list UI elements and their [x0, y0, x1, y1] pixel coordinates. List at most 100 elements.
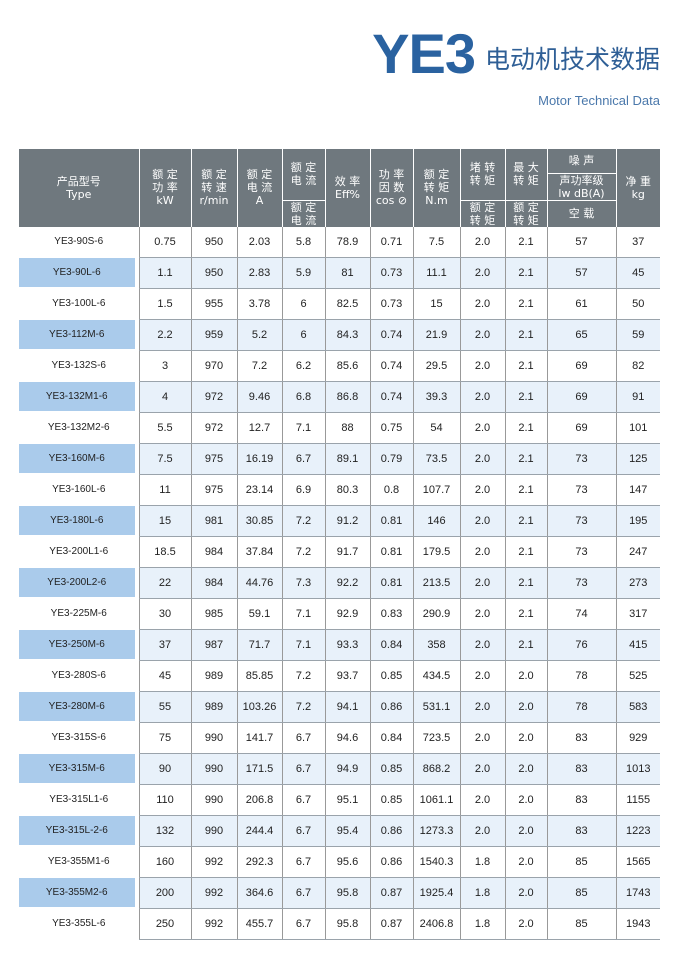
table-row: YE3-225M-6 30 985 59.1 7.1 92.9 0.83 290.9 2.0 2.… — [19, 598, 660, 630]
value-cell: 84.3 — [324, 319, 370, 351]
value-cell: 2.1 — [504, 567, 547, 599]
value-cell: 83 — [546, 753, 616, 785]
table-row: YE3-355M1-6 160 992 292.3 6.7 95.6 0.86 1540.3 1… — [19, 846, 660, 878]
value-cell: 2.0 — [459, 381, 505, 413]
value-cell: 2.0 — [459, 536, 505, 568]
value-cell: 9.46 — [236, 381, 282, 413]
value-cell: 2.0 — [504, 784, 547, 816]
model-label: YE3-100L-6 — [52, 298, 106, 309]
value-cell: 39.3 — [412, 381, 460, 413]
value-cell: 94.9 — [324, 753, 370, 785]
value-cell: 74 — [546, 598, 616, 630]
value-cell: 2.1 — [504, 505, 547, 537]
value-cell: 85.85 — [236, 660, 282, 692]
value-cell: 990 — [190, 753, 237, 785]
value-cell: 85 — [546, 846, 616, 878]
model-cell: YE3-90L-6 — [19, 257, 139, 288]
value-cell: 7.2 — [281, 691, 325, 723]
model-cell: YE3-280S-6 — [19, 660, 139, 691]
table-row: YE3-315L-2-6 132 990 244.4 6.7 95.4 0.86 1273.3… — [19, 815, 660, 847]
value-cell: 2.0 — [504, 753, 547, 785]
col-eff: 效 率 Eff% — [324, 149, 370, 227]
model-label: YE3-315L-2-6 — [19, 816, 135, 845]
value-cell: 73.5 — [412, 443, 460, 475]
value-cell: 11.1 — [412, 257, 460, 289]
col-mt-bot: 额 定转 矩 — [504, 200, 547, 227]
value-cell: 0.86 — [369, 846, 413, 878]
model-label: YE3-355L-6 — [52, 918, 106, 929]
model-label: YE3-200L2-6 — [19, 568, 135, 597]
value-cell: 73 — [546, 536, 616, 568]
model-cell: YE3-315L-2-6 — [19, 815, 139, 846]
value-cell: 78 — [546, 660, 616, 692]
table-row: YE3-315S-6 75 990 141.7 6.7 94.6 0.84 723.5 2.0 2… — [19, 722, 660, 754]
value-cell: 29.5 — [412, 350, 460, 382]
value-cell: 0.81 — [369, 567, 413, 599]
value-cell: 2.1 — [504, 257, 547, 289]
value-cell: 415 — [615, 629, 660, 661]
value-cell: 92.9 — [324, 598, 370, 630]
value-cell: 37.84 — [236, 536, 282, 568]
value-cell: 6.7 — [281, 846, 325, 878]
value-cell: 0.87 — [369, 908, 413, 940]
value-cell: 7.2 — [281, 505, 325, 537]
value-cell: 0.85 — [369, 784, 413, 816]
model-label: YE3-160M-6 — [19, 444, 135, 473]
value-cell: 317 — [615, 598, 660, 630]
value-cell: 992 — [190, 846, 237, 878]
table-row: YE3-200L2-6 22 984 44.76 7.3 92.2 0.81 213.5 2.0… — [19, 567, 660, 599]
value-cell: 292.3 — [236, 846, 282, 878]
table-row: YE3-160M-6 7.5 975 16.19 6.7 89.1 0.79 73.5 2.0 2… — [19, 443, 660, 475]
col-weight: 净 重 kg — [615, 149, 660, 227]
value-cell: 250 — [138, 908, 191, 940]
value-cell: 0.86 — [369, 815, 413, 847]
table-row: YE3-132M1-6 4 972 9.46 6.8 86.8 0.74 39.3 2.0 2.1… — [19, 381, 660, 413]
table-row: YE3-355L-6 250 992 455.7 6.7 95.8 0.87 2406.8 1.… — [19, 908, 660, 940]
value-cell: 358 — [412, 629, 460, 661]
model-label: YE3-280M-6 — [19, 692, 135, 721]
value-cell: 273 — [615, 567, 660, 599]
value-cell: 7.2 — [236, 350, 282, 382]
value-cell: 1743 — [615, 877, 660, 909]
value-cell: 981 — [190, 505, 237, 537]
value-cell: 2.0 — [459, 722, 505, 754]
value-cell: 15 — [138, 505, 191, 537]
value-cell: 0.87 — [369, 877, 413, 909]
value-cell: 1223 — [615, 815, 660, 847]
value-cell: 0.74 — [369, 381, 413, 413]
value-cell: 94.6 — [324, 722, 370, 754]
model-cell: YE3-160M-6 — [19, 443, 139, 474]
subtitle-en: Motor Technical Data — [538, 93, 660, 108]
value-cell: 146 — [412, 505, 460, 537]
value-cell: 171.5 — [236, 753, 282, 785]
value-cell: 1061.1 — [412, 784, 460, 816]
value-cell: 200 — [138, 877, 191, 909]
value-cell: 23.14 — [236, 474, 282, 506]
model-cell: YE3-180L-6 — [19, 505, 139, 536]
value-cell: 80.3 — [324, 474, 370, 506]
value-cell: 2.1 — [504, 381, 547, 413]
value-cell: 76 — [546, 629, 616, 661]
value-cell: 0.84 — [369, 629, 413, 661]
model-label: YE3-355M1-6 — [47, 856, 110, 867]
col-lrt-top: 堵 转转 矩 — [459, 149, 505, 201]
model-cell: YE3-355M2-6 — [19, 877, 139, 908]
value-cell: 990 — [190, 722, 237, 754]
value-cell: 22 — [138, 567, 191, 599]
table-row: YE3-90L-6 1.1 950 2.83 5.9 81 0.73 11.1 2.0 2.1 57… — [19, 257, 660, 289]
value-cell: 83 — [546, 722, 616, 754]
model-label: YE3-315S-6 — [51, 732, 106, 743]
model-cell: YE3-132S-6 — [19, 350, 139, 381]
value-cell: 0.74 — [369, 350, 413, 382]
value-cell: 2.0 — [459, 443, 505, 475]
value-cell: 95.1 — [324, 784, 370, 816]
value-cell: 0.81 — [369, 536, 413, 568]
value-cell: 2.0 — [459, 598, 505, 630]
value-cell: 244.4 — [236, 815, 282, 847]
value-cell: 364.6 — [236, 877, 282, 909]
model-label: YE3-315L1-6 — [49, 794, 109, 805]
col-noise-cond: 空 载 — [546, 200, 616, 227]
model-label: YE3-180L-6 — [19, 506, 135, 535]
value-cell: 2.0 — [459, 784, 505, 816]
